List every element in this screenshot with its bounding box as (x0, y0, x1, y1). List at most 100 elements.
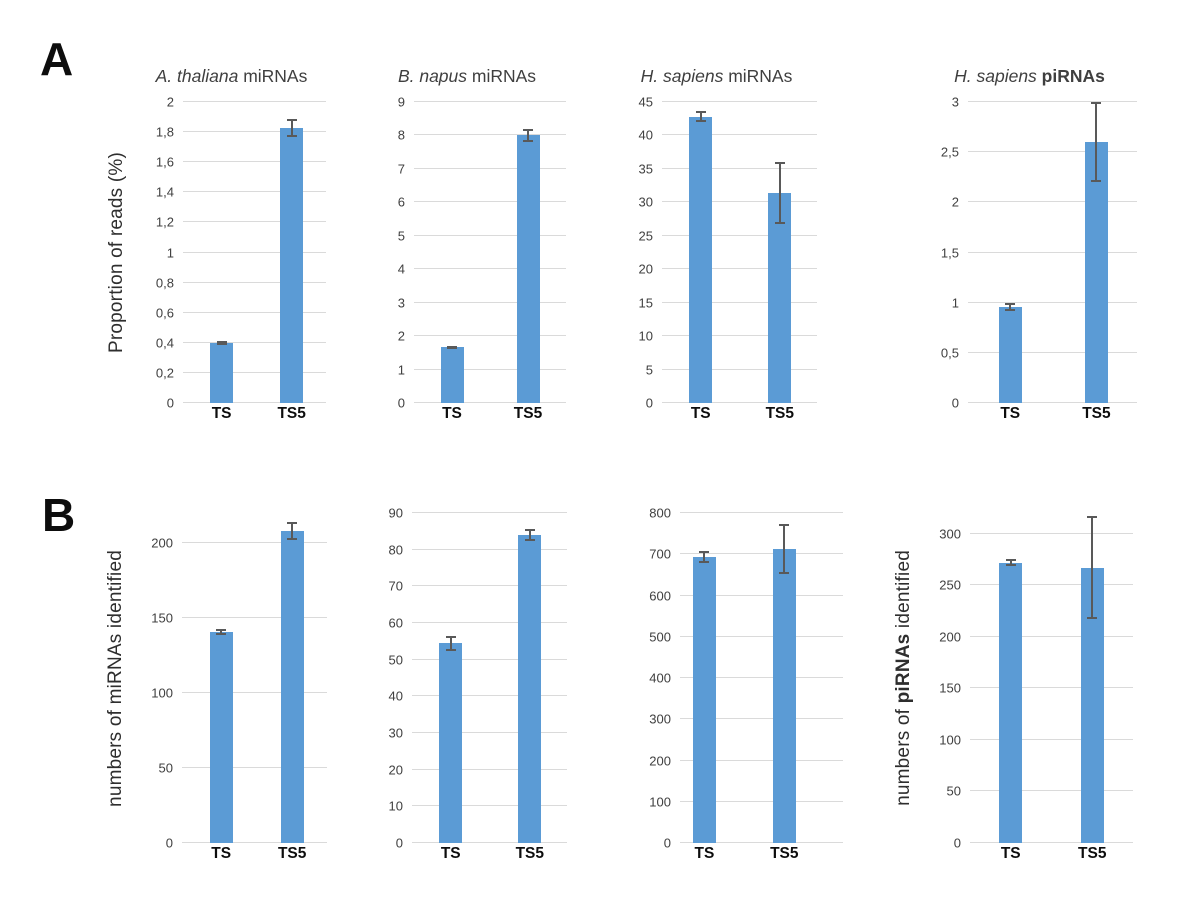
gridline (680, 800, 843, 802)
gridline (970, 584, 1133, 586)
gridline (414, 268, 566, 270)
y-tick-label: 500 (649, 629, 671, 645)
chart-h-sapiens-mirnas-proportion: H. sapiens miRNAs 0 5 10 15 20 25 30 35 40 45 TS TS5 (616, 50, 817, 433)
error-bar-TS (699, 551, 710, 563)
bar-TS (440, 347, 464, 403)
gridline (183, 191, 326, 193)
gridline (662, 301, 817, 303)
error-bar-line (290, 118, 293, 137)
y-tick-label: 90 (388, 505, 403, 521)
error-bar-TS5 (1091, 102, 1102, 183)
bar-TS5 (768, 192, 792, 403)
chart-body: 0 100 200 300 400 500 600 700 800 (634, 507, 843, 850)
error-bar-cap-bottom (1005, 563, 1016, 566)
x-category-label-TS: TS (211, 845, 232, 862)
gridline (412, 842, 567, 843)
gridline (662, 234, 817, 236)
error-bar-TS5 (1087, 516, 1098, 620)
gridline (412, 658, 567, 660)
error-bar-cap-bottom (1091, 180, 1102, 183)
error-bar-cap-bottom (216, 632, 227, 635)
gridline (412, 768, 567, 770)
x-category-label-TS5: TS5 (770, 845, 799, 862)
error-bar-cap-top (287, 522, 298, 524)
error-bar-cap-top (774, 161, 785, 164)
y-tick-label: 0 (165, 835, 173, 851)
error-bar-TS5 (286, 118, 297, 137)
gridline (662, 167, 817, 169)
y-tick-label: 0 (663, 835, 671, 851)
y-tick-label: 4 (397, 261, 405, 277)
gridline (662, 335, 817, 337)
bar-TS (999, 562, 1023, 843)
x-category-label-TS5: TS5 (1078, 845, 1107, 862)
gridline (414, 402, 566, 403)
x-category-label-TS5: TS5 (513, 405, 543, 422)
error-bar-cap-bottom (524, 539, 535, 542)
gridline (183, 341, 326, 343)
error-bar-TS (447, 345, 457, 349)
y-tick-label: 0,8 (155, 275, 174, 291)
gridline (183, 161, 326, 163)
text-segment: miRNAs (238, 65, 308, 86)
y-axis-ticks: 0 100 200 300 400 500 600 700 800 (634, 507, 680, 850)
error-bar-TS (1005, 302, 1016, 311)
plot-area (968, 101, 1137, 403)
y-tick-label: 0 (397, 395, 405, 411)
error-bar-cap-bottom (445, 648, 456, 651)
gridline (183, 311, 326, 313)
y-tick-label: 400 (649, 670, 671, 686)
x-category-label-TS5: TS5 (515, 845, 545, 862)
y-tick-label: 20 (388, 762, 403, 778)
error-bar-cap-top (779, 524, 790, 527)
x-axis-labels: TS TS5 (680, 843, 843, 873)
error-bar-line (783, 524, 786, 574)
gridline (412, 622, 567, 623)
error-bar-cap-bottom (699, 560, 710, 563)
gridline (662, 134, 817, 136)
error-bar-TS (1005, 559, 1016, 566)
error-bar-cap-top (699, 551, 710, 554)
plot-area (183, 101, 326, 403)
error-bar-cap-bottom (779, 571, 790, 574)
error-bar-TS5 (524, 528, 535, 542)
error-bar-line (703, 551, 706, 563)
bar-TS (439, 643, 463, 843)
y-tick-label: 30 (638, 194, 653, 210)
gridline (183, 131, 326, 133)
y-axis-ticks: 0 0,5 1 1,5 2 2,5 3 (922, 96, 968, 410)
y-tick-label: 25 (638, 228, 653, 244)
y-tick-label: 0,4 (155, 335, 174, 351)
y-tick-label: 1,6 (155, 154, 174, 170)
y-tick-label: 2 (397, 328, 405, 344)
error-bar-cap-top (1005, 559, 1016, 562)
y-tick-label: 8 (397, 127, 405, 143)
error-bar-line (220, 628, 223, 635)
gridline (968, 402, 1137, 403)
y-tick-label: 3 (397, 295, 405, 311)
bar-TS5 (280, 127, 304, 403)
y-tick-label: 40 (388, 688, 403, 704)
error-bar-cap-bottom (216, 343, 227, 346)
y-tick-label: 60 (388, 615, 403, 631)
y-tick-label: 45 (638, 94, 653, 110)
error-bar-cap-bottom (286, 134, 297, 137)
error-bar-cap-top (286, 118, 297, 121)
gridline (662, 368, 817, 370)
x-axis-labels: TS TS5 (412, 843, 567, 873)
gridline (680, 718, 843, 720)
error-bar-cap-top (695, 111, 706, 114)
y-tick-label: 15 (638, 295, 653, 311)
error-bar-cap-top (1091, 102, 1102, 105)
gridline (182, 542, 327, 543)
error-bar-cap-top (445, 635, 456, 638)
plot-area (414, 101, 566, 403)
x-category-label-TS5: TS5 (277, 845, 307, 862)
y-tick-label: 0,6 (155, 305, 174, 321)
gridline (183, 101, 326, 102)
y-tick-label: 2 (951, 194, 959, 210)
gridline (183, 221, 326, 223)
x-category-label-TS: TS (690, 405, 711, 422)
error-bar-cap-bottom (695, 120, 706, 123)
y-tick-label: 1,2 (155, 214, 174, 230)
